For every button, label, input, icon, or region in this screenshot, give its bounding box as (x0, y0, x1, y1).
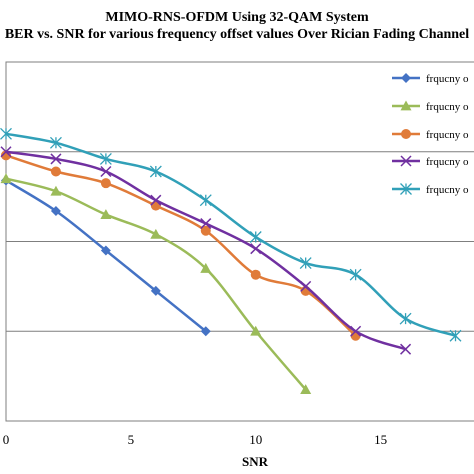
x-tick-label: 15 (374, 432, 387, 447)
data-point (150, 285, 161, 296)
series-5 (0, 127, 462, 342)
data-point (200, 326, 211, 337)
data-point (250, 325, 262, 336)
data-point (400, 155, 412, 167)
series-1 (1, 175, 211, 337)
data-point (300, 384, 312, 394)
data-point (99, 152, 112, 165)
data-point (401, 73, 411, 83)
data-point (200, 262, 212, 273)
legend-label: frqucny o (426, 156, 469, 168)
data-point (350, 325, 362, 337)
data-point (249, 231, 262, 243)
series-layer (0, 127, 462, 394)
data-point (400, 100, 412, 111)
data-point (0, 173, 12, 184)
data-point (299, 257, 312, 269)
x-tick-label: 0 (3, 432, 10, 447)
data-point (100, 209, 112, 219)
chart-subtitle: BER vs. SNR for various frequency offset… (5, 27, 469, 42)
legend-entry: frqucny o (392, 183, 469, 196)
legend-label: frqucny o (426, 129, 469, 141)
data-point (149, 165, 162, 178)
legend-entry: frqucny o (392, 155, 469, 168)
data-point (449, 329, 462, 342)
data-point (100, 165, 112, 178)
data-point (0, 146, 12, 158)
x-tick-label: 10 (249, 432, 262, 447)
data-point (100, 178, 111, 189)
data-point (400, 343, 412, 355)
data-point (400, 183, 412, 195)
series-line (5, 179, 207, 333)
chart-title: MIMO-RNS-OFDM Using 32-QAM System (105, 10, 369, 25)
series-line (5, 150, 406, 351)
x-axis-label: SNR (242, 454, 269, 469)
data-point (250, 269, 261, 280)
data-point (199, 194, 212, 207)
legend-label: frqucny o (426, 73, 469, 85)
legend-entry: frqucny o (392, 129, 469, 141)
data-point (50, 166, 61, 177)
plot-area-border (5, 61, 474, 422)
data-point (250, 243, 262, 255)
data-point (200, 225, 211, 236)
legend-entry: frqucny o (392, 100, 469, 113)
data-point (49, 136, 62, 149)
grid (6, 151, 474, 332)
data-point (50, 205, 61, 216)
data-point (0, 127, 12, 140)
data-point (300, 280, 312, 292)
legend-entry: frqucny o (392, 73, 469, 85)
data-point (150, 194, 162, 206)
legend-label: frqucny o (426, 101, 469, 113)
data-point (349, 268, 362, 281)
series-line (5, 132, 456, 337)
series-4 (0, 146, 412, 355)
data-point (401, 129, 411, 139)
legend: frqucny o frqucny o frqucny o frqucny o frqu… (392, 73, 469, 196)
series-2 (0, 173, 312, 394)
series-3 (1, 150, 361, 341)
data-point (399, 312, 412, 325)
data-point (150, 228, 162, 239)
data-point (50, 185, 62, 196)
x-tick-label: 5 (128, 432, 135, 447)
data-point (200, 218, 212, 230)
data-point (50, 153, 62, 165)
x-axis-ticks: 0 5 10 15 (3, 432, 387, 447)
data-point (100, 245, 111, 256)
series-line (5, 154, 357, 337)
legend-label: frqucny o (426, 184, 469, 196)
